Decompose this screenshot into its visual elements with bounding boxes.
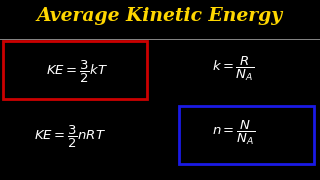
Text: $KE = \dfrac{3}{2}kT$: $KE = \dfrac{3}{2}kT$ xyxy=(46,59,108,85)
Text: $n = \dfrac{N}{N_A}$: $n = \dfrac{N}{N_A}$ xyxy=(212,119,255,147)
Text: $KE = \dfrac{3}{2}nRT$: $KE = \dfrac{3}{2}nRT$ xyxy=(35,124,106,150)
Text: Average Kinetic Energy: Average Kinetic Energy xyxy=(37,7,283,25)
Text: $k = \dfrac{R}{N_A}$: $k = \dfrac{R}{N_A}$ xyxy=(212,54,255,82)
